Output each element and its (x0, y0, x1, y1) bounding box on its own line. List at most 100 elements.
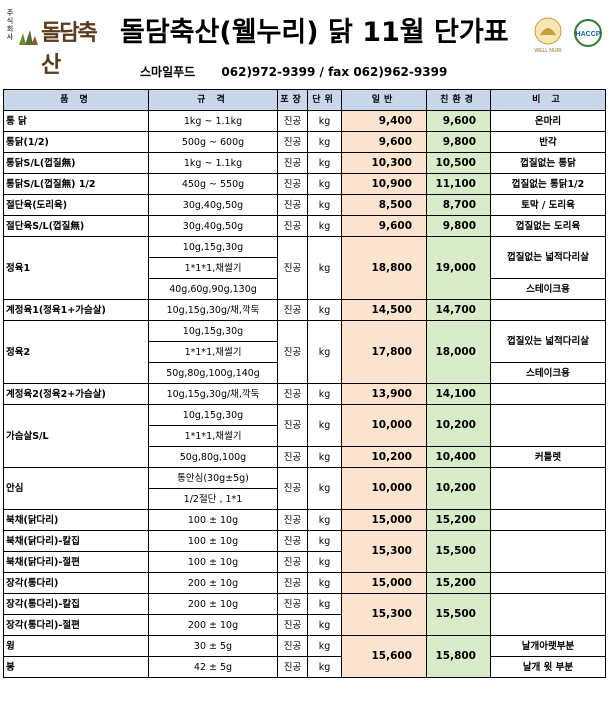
item-pack: 진공 (277, 215, 308, 237)
item-pack: 진공 (277, 467, 308, 510)
header-eco: 친환경 (426, 89, 491, 111)
price-eco: 10,200 (426, 467, 491, 510)
item-unit: kg (307, 635, 342, 657)
table-row: 정육2 10g,15g,30g 진공 kg 17,800 18,000 껍질있는… (3, 320, 606, 384)
item-spec: 500g ~ 600g (148, 131, 278, 153)
item-spec: 42 ± 5g (148, 656, 278, 678)
item-spec: 40g,60g,90g,130g (148, 278, 278, 300)
item-pack: 진공 (277, 656, 308, 678)
item-unit: kg (307, 656, 342, 678)
item-pack: 진공 (277, 614, 308, 636)
item-note (490, 404, 606, 447)
table-row: 가슴살S/L 10g,15g,30g 진공 kg 10,000 10,200 (3, 404, 606, 468)
price-general: 10,000 (341, 467, 427, 510)
item-name: 계정육1(정육1+가슴살) (3, 299, 149, 321)
item-unit: kg (307, 152, 342, 174)
item-name: 가슴살S/L (3, 404, 149, 468)
item-spec: 10g,15g,30g (148, 404, 278, 426)
item-note: 껍질없는 통닭 (490, 152, 606, 174)
item-name: 북채(닭다리)-칼집 (3, 530, 149, 552)
item-note: 날개 윗 부분 (490, 656, 606, 678)
item-spec: 10g,15g,30g (148, 320, 278, 342)
item-name: 통 닭 (3, 110, 149, 132)
item-unit: kg (307, 215, 342, 237)
item-pack: 진공 (277, 509, 308, 531)
item-unit: kg (307, 551, 342, 573)
table-row: 계정육2(정육2+가슴살) 10g,15g,30g/채,깍둑 진공 kg 13,… (3, 383, 606, 405)
phone-fax: 062)972-9399 / fax 062)962-9399 (221, 65, 448, 79)
table-row: 북채(닭다리) 100 ± 10g 진공 kg 15,000 15,200 (3, 509, 606, 531)
item-note: 껍질없는 넓적다리살 (490, 236, 606, 279)
price-general: 8,500 (341, 194, 427, 216)
price-table: 품 명 규 격 포장 단위 일반 친환경 비 고 통 닭 1kg ~ 1.1kg… (3, 89, 606, 678)
price-general: 9,600 (341, 215, 427, 237)
price-general: 14,500 (341, 299, 427, 321)
item-spec: 1*1*1,채썰기 (148, 341, 278, 363)
price-eco: 9,600 (426, 110, 491, 132)
price-general: 10,300 (341, 152, 427, 174)
table-row: 장각(통다리) 200 ± 10g 진공 kg 15,000 15,200 (3, 572, 606, 594)
item-spec: 100 ± 10g (148, 509, 278, 531)
table-row: 정육1 10g,15g,30g 진공 kg 18,800 19,000 껍질없는… (3, 236, 606, 300)
price-general: 15,300 (341, 593, 427, 636)
header-note: 비 고 (490, 89, 606, 111)
logo-name: 돌담축산 (41, 21, 98, 78)
header: 주식회사 돌담축산 돌담축산(웰누리) 닭 11월 단가표 WELL NURI … (0, 0, 610, 78)
item-name: 윙 (3, 635, 149, 657)
item-spec: 450g ~ 550g (148, 173, 278, 195)
item-spec: 1kg ~ 1.1kg (148, 152, 278, 174)
item-spec: 1*1*1,채썰기 (148, 257, 278, 279)
price-eco: 9,800 (426, 215, 491, 237)
item-unit: kg (307, 593, 342, 615)
price-general: 13,900 (341, 383, 427, 405)
item-spec: 30 ± 5g (148, 635, 278, 657)
price-general: 15,000 (341, 509, 427, 531)
table-row: 통 닭 1kg ~ 1.1kg 진공 kg 9,400 9,600 온마리 (3, 110, 606, 132)
table-row: 절단육(도리육) 30g,40g,50g 진공 kg 8,500 8,700 토… (3, 194, 606, 216)
item-unit: kg (307, 446, 342, 468)
item-spec: 200 ± 10g (148, 572, 278, 594)
price-eco: 14,100 (426, 383, 491, 405)
price-general: 10,000 (341, 404, 427, 447)
item-name: 정육2 (3, 320, 149, 384)
item-pack: 진공 (277, 194, 308, 216)
table-row: 통닭(1/2) 500g ~ 600g 진공 kg 9,600 9,800 반각 (3, 131, 606, 153)
item-unit: kg (307, 572, 342, 594)
item-spec: 200 ± 10g (148, 593, 278, 615)
item-pack: 진공 (277, 446, 308, 468)
item-spec: 100 ± 10g (148, 530, 278, 552)
item-pack: 진공 (277, 110, 308, 132)
price-eco: 15,200 (426, 509, 491, 531)
item-pack: 진공 (277, 152, 308, 174)
item-unit: kg (307, 614, 342, 636)
item-note: 껍질있는 넓적다리살 (490, 320, 606, 363)
item-unit: kg (307, 509, 342, 531)
haccp-badge: HACCP (576, 31, 601, 38)
item-name: 북채(닭다리) (3, 509, 149, 531)
item-spec: 10g,15g,30g/채,깍둑 (148, 299, 278, 321)
item-spec: 10g,15g,30g/채,깍둑 (148, 383, 278, 405)
item-unit: kg (307, 194, 342, 216)
header-spec: 규 격 (148, 89, 278, 111)
item-spec: 100 ± 10g (148, 551, 278, 573)
price-eco: 15,500 (426, 593, 491, 636)
price-general: 10,900 (341, 173, 427, 195)
item-unit: kg (307, 173, 342, 195)
item-note: 온마리 (490, 110, 606, 132)
price-general: 18,800 (341, 236, 427, 300)
item-spec: 10g,15g,30g (148, 236, 278, 258)
header-pack: 포장 (277, 89, 308, 111)
price-eco: 18,000 (426, 320, 491, 384)
item-unit: kg (307, 320, 342, 384)
item-unit: kg (307, 467, 342, 510)
item-note (490, 467, 606, 510)
company-name: 스마일푸드 (140, 65, 196, 79)
item-pack: 진공 (277, 320, 308, 384)
price-eco: 14,700 (426, 299, 491, 321)
item-unit: kg (307, 530, 342, 552)
item-note: 껍질없는 도리육 (490, 215, 606, 237)
price-eco: 10,200 (426, 404, 491, 447)
table-row: 통닭S/L(껍질無) 1/2 450g ~ 550g 진공 kg 10,900 … (3, 173, 606, 195)
table-row: 윙 30 ± 5g 진공 kg 15,600 15,800 날개아랫부분 (3, 635, 606, 678)
price-general: 10,200 (341, 446, 427, 468)
